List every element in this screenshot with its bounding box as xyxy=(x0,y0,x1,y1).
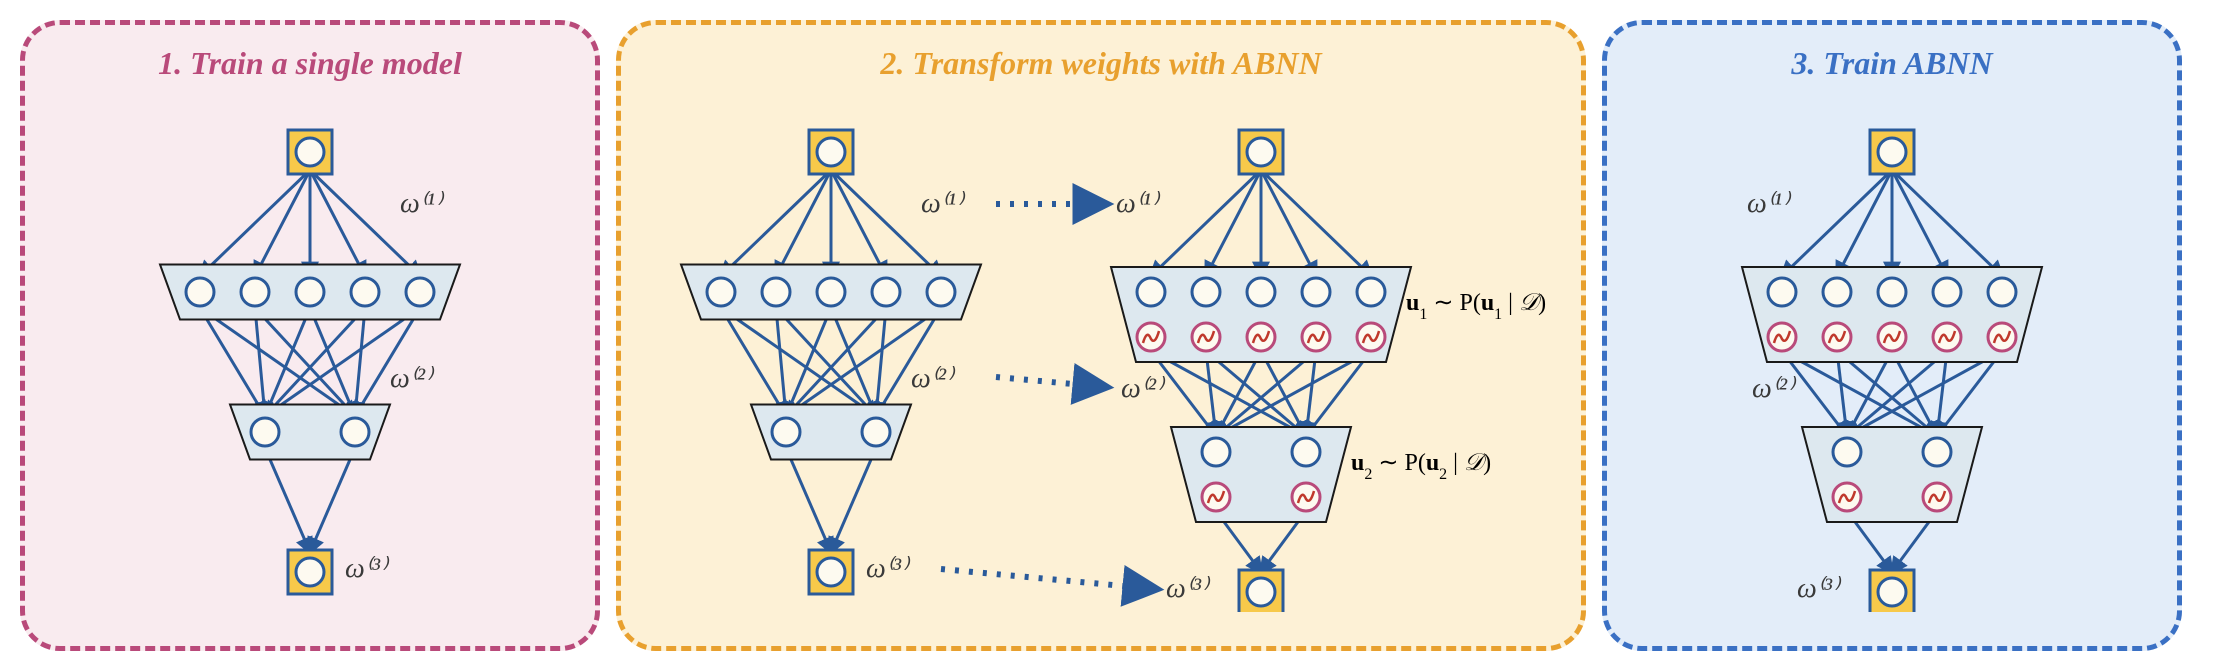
svg-text:ω⁽³⁾: ω⁽³⁾ xyxy=(1166,573,1211,604)
svg-text:ω⁽¹⁾: ω⁽¹⁾ xyxy=(400,188,445,219)
svg-text:ω⁽²⁾: ω⁽²⁾ xyxy=(911,363,956,394)
panel2-title: 2. Transform weights with ABNN xyxy=(631,45,1571,82)
panel3-title: 3. Train ABNN xyxy=(1617,45,2167,82)
figure-container: 1. Train a single model ω⁽¹⁾ ω⁽²⁾ ω⁽³⁾ 2. … xyxy=(20,20,2193,651)
panel-transform: 2. Transform weights with ABNN ω⁽¹⁾ω⁽²⁾ω… xyxy=(616,20,1586,651)
svg-text:ω⁽²⁾: ω⁽²⁾ xyxy=(1752,373,1797,404)
panel-train-abnn: 3. Train ABNN ω⁽¹⁾ ω⁽²⁾ ω⁽³⁾ xyxy=(1602,20,2182,651)
svg-text:u1 ∼ P(u1 | 𝒟): u1 ∼ P(u1 | 𝒟) xyxy=(1406,290,1546,323)
svg-text:ω⁽²⁾: ω⁽²⁾ xyxy=(390,363,435,394)
panel1-title: 1. Train a single model xyxy=(35,45,585,82)
svg-text:u2 ∼ P(u2 | 𝒟): u2 ∼ P(u2 | 𝒟) xyxy=(1351,450,1491,483)
svg-text:ω⁽³⁾: ω⁽³⁾ xyxy=(1797,573,1842,604)
svg-text:ω⁽¹⁾: ω⁽¹⁾ xyxy=(921,188,966,219)
svg-text:ω⁽²⁾: ω⁽²⁾ xyxy=(1121,373,1166,404)
svg-text:ω⁽¹⁾: ω⁽¹⁾ xyxy=(1747,188,1792,219)
network-svg-3: ω⁽¹⁾ ω⁽²⁾ ω⁽³⁾ xyxy=(1682,92,2102,612)
panel-train-single: 1. Train a single model ω⁽¹⁾ ω⁽²⁾ ω⁽³⁾ xyxy=(20,20,600,651)
svg-text:ω⁽³⁾: ω⁽³⁾ xyxy=(345,553,390,584)
svg-text:ω⁽³⁾: ω⁽³⁾ xyxy=(866,553,911,584)
network-svg-2: ω⁽¹⁾ ω⁽²⁾ ω⁽³⁾ ω⁽¹⁾ ω⁽²⁾ ω⁽³⁾ u1 ∼ P(u1 | 𝒟) u2… xyxy=(631,92,1571,612)
svg-text:ω⁽¹⁾: ω⁽¹⁾ xyxy=(1116,188,1161,219)
network-svg-1: ω⁽¹⁾ ω⁽²⁾ ω⁽³⁾ xyxy=(100,92,520,612)
